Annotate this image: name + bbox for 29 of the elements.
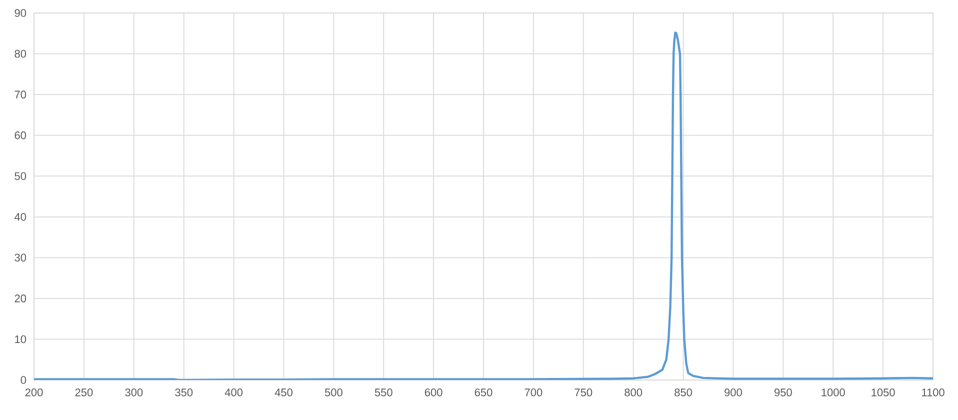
y-tick-label: 0 bbox=[20, 376, 26, 384]
x-tick-label: 1000 bbox=[822, 388, 845, 396]
y-tick-label: 70 bbox=[14, 90, 26, 98]
y-tick-label: 20 bbox=[14, 294, 26, 302]
x-tick-label: 950 bbox=[774, 388, 792, 396]
y-tick-label: 40 bbox=[14, 212, 26, 221]
x-tick-label: 400 bbox=[224, 388, 243, 396]
x-tick-label: 1050 bbox=[872, 388, 895, 396]
x-tick-label: 700 bbox=[524, 388, 542, 396]
x-tick-label: 800 bbox=[624, 388, 642, 396]
x-tick-label: 250 bbox=[75, 388, 93, 396]
y-tick-label: 30 bbox=[14, 254, 26, 262]
x-tick-label: 350 bbox=[175, 388, 193, 396]
y-tick-label: 10 bbox=[15, 335, 26, 344]
x-tick-label: 300 bbox=[125, 388, 143, 396]
y-tick-label: 80 bbox=[14, 50, 26, 58]
y-tick-label: 50 bbox=[14, 172, 26, 180]
x-tick-label: 900 bbox=[724, 388, 742, 396]
x-tick-label: 1100 bbox=[922, 388, 944, 396]
x-tick-label: 450 bbox=[274, 388, 292, 396]
x-tick-label: 750 bbox=[574, 388, 592, 396]
y-tick-label: 90 bbox=[14, 9, 26, 17]
x-tick-label: 600 bbox=[424, 388, 442, 396]
x-tick-label: 200 bbox=[25, 388, 43, 396]
x-tick-label: 650 bbox=[474, 388, 492, 396]
y-tick-label: 60 bbox=[14, 131, 26, 140]
x-tick-label: 550 bbox=[374, 388, 392, 396]
x-tick-label: 500 bbox=[324, 388, 342, 396]
x-tick-label: 850 bbox=[674, 388, 692, 396]
